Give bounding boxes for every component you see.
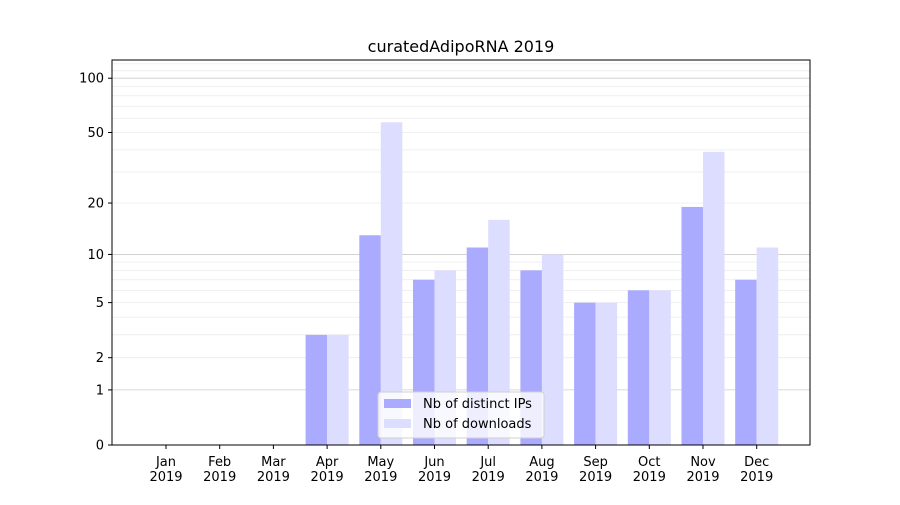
x-tick-label: Nov 2019: [686, 455, 719, 485]
bar-downloads: [649, 290, 671, 445]
x-tick-label: Aug 2019: [525, 455, 558, 485]
x-tick-label: Dec 2019: [740, 455, 773, 485]
bar-distinct-ips: [359, 235, 381, 445]
x-tick-label: Apr 2019: [311, 455, 344, 485]
x-tick-label: Jul 2019: [472, 455, 505, 485]
bar-downloads: [541, 254, 564, 445]
x-tick-label: Oct 2019: [633, 455, 666, 485]
legend-label: Nb of distinct IPs: [423, 397, 532, 412]
bar-downloads: [756, 247, 779, 445]
x-tick-label: Jun 2019: [418, 455, 451, 485]
y-tick-label: 10: [87, 248, 104, 263]
x-tick-label: Feb 2019: [203, 455, 236, 485]
y-tick-label: 0: [96, 439, 104, 454]
y-tick-label: 2: [96, 351, 104, 366]
x-tick-label: Mar 2019: [257, 455, 290, 485]
bar-distinct-ips: [305, 334, 328, 445]
x-tick-label: May 2019: [364, 455, 397, 485]
y-tick-label: 50: [87, 126, 104, 141]
bar-distinct-ips: [627, 290, 650, 445]
legend-swatch: [384, 419, 411, 428]
bar-downloads: [488, 219, 510, 445]
y-tick-label: 100: [79, 72, 104, 87]
bar-distinct-ips: [735, 279, 757, 445]
bar-downloads: [327, 334, 349, 445]
legend-box: [377, 391, 545, 439]
bar-distinct-ips: [574, 302, 596, 445]
x-tick-label: Sep 2019: [579, 455, 612, 485]
x-tick-label: Jan 2019: [149, 455, 182, 485]
y-tick-label: 5: [96, 296, 104, 311]
bar-downloads: [595, 302, 618, 445]
legend-swatch: [384, 399, 411, 408]
legend-label: Nb of downloads: [423, 417, 532, 432]
y-tick-label: 20: [87, 197, 104, 212]
legend: Nb of distinct IPs Nb of downloads: [377, 391, 545, 439]
chart-title: curatedAdipoRNA 2019: [368, 37, 555, 56]
bar-downloads: [380, 122, 403, 446]
y-tick-label: 1: [96, 383, 104, 398]
bar-downloads: [703, 151, 725, 445]
bar-distinct-ips: [681, 206, 703, 445]
plot-frame: [111, 59, 811, 446]
